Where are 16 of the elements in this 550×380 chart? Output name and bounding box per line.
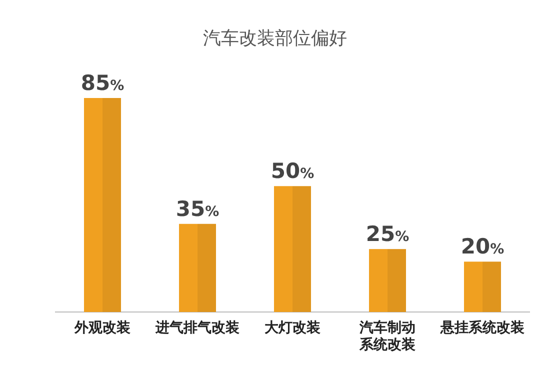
x-tick-label: 进气排气改装 (154, 320, 240, 336)
x-tick-label: 大灯改装 (264, 320, 320, 336)
bar (84, 98, 121, 312)
data-label: 25% (366, 222, 410, 246)
x-tick-label: 汽车制动系统改装 (358, 319, 416, 353)
bar (179, 224, 216, 312)
data-label: 35% (176, 196, 220, 221)
x-tick-label: 外观改装 (74, 320, 130, 336)
chart-title: 汽车改装部位偏好 (203, 28, 347, 49)
x-tick-label: 悬挂系统改装 (440, 319, 524, 336)
bar (369, 249, 406, 312)
bar (464, 262, 501, 312)
data-label: 20% (460, 234, 504, 259)
data-label: 85% (80, 71, 124, 95)
data-label: 50% (270, 159, 314, 184)
bar (274, 186, 311, 312)
